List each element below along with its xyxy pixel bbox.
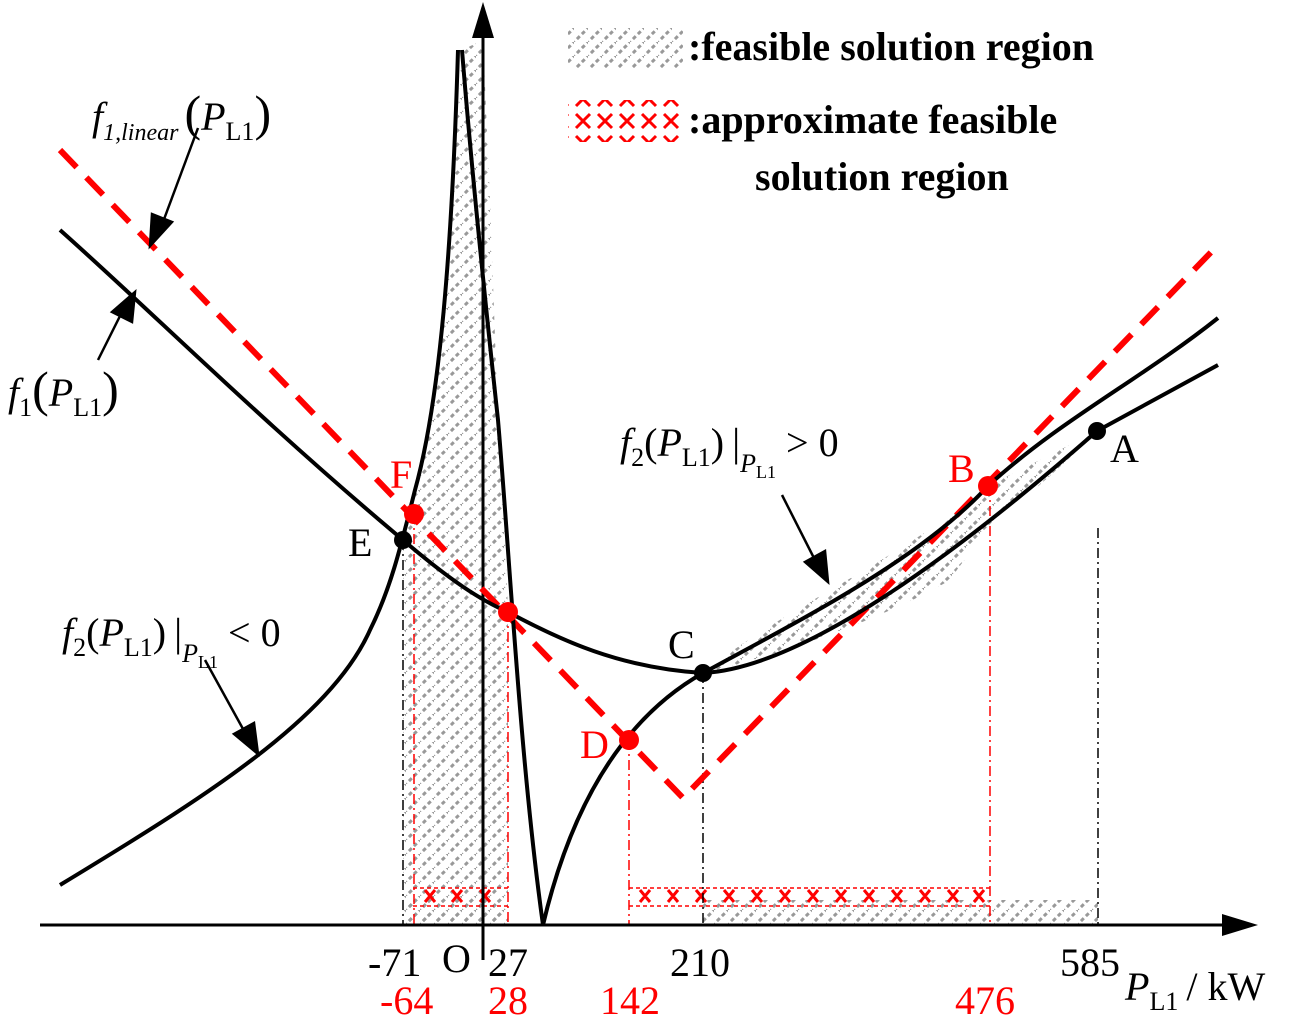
- f1-linear-curve: [57, 147, 1221, 803]
- y-axis-arrow: [472, 2, 494, 38]
- intersection-marker: [498, 602, 518, 622]
- tick-red-142: 142: [600, 978, 660, 1023]
- legend-approx-swatch: [568, 100, 683, 142]
- f1-label: f1(PL1): [8, 361, 119, 422]
- point-a-label: A: [1110, 426, 1139, 471]
- approx-region-left: [413, 887, 508, 907]
- f2-positive-branch-left: [460, 49, 545, 926]
- tick-black-585: 585: [1060, 940, 1120, 985]
- legend-approx-text-line2: solution region: [755, 154, 1009, 199]
- tick-red-28: 28: [488, 978, 528, 1023]
- point-b-label: B: [948, 446, 975, 491]
- legend-feasible-swatch: [568, 28, 683, 68]
- point-f-label: F: [390, 452, 412, 497]
- f2-negative-branch: [58, 49, 460, 887]
- tick-black-210: 210: [670, 940, 730, 985]
- pointer-arrows: [96, 127, 830, 758]
- point-e-label: E: [348, 520, 372, 565]
- point-c-label: C: [668, 622, 695, 667]
- legend-approx-text-line1: :approximate feasible: [688, 97, 1057, 142]
- f1-curve: [58, 228, 1219, 676]
- f2-negative-label: f2(PL1) |PL1< 0: [62, 610, 281, 672]
- point-a-marker: [1088, 422, 1106, 440]
- point-d-label: D: [580, 722, 609, 767]
- tick-red-neg64: -64: [380, 978, 433, 1023]
- tick-black-27: 27: [488, 940, 528, 985]
- key-points-red: [404, 476, 998, 750]
- legend-feasible-text: :feasible solution region: [688, 24, 1094, 69]
- legend: :feasible solution region :approximate f…: [568, 24, 1094, 199]
- origin-label: O: [442, 936, 471, 981]
- feasible-region-right: [703, 431, 1097, 673]
- guide-lines-black: [402, 528, 1099, 925]
- point-c-marker: [694, 664, 712, 682]
- f2-positive-label: f2(PL1) |PL1> 0: [620, 420, 839, 482]
- tick-black-neg71: -71: [368, 940, 421, 985]
- point-f-marker: [404, 504, 424, 524]
- x-axis-arrow: [1222, 914, 1258, 936]
- guide-lines-red: [413, 486, 991, 925]
- point-e-marker: [394, 531, 412, 549]
- f-linear-label: f1,linear (PL1): [92, 85, 271, 146]
- f2-positive-branch-right: [541, 316, 1220, 926]
- key-points-black: [394, 422, 1106, 682]
- x-axis-label: PL1/ kW: [1124, 964, 1265, 1016]
- approx-region-right: [629, 887, 990, 907]
- point-b-marker: [978, 476, 998, 496]
- feasible-region-axis-strip-left: [403, 900, 508, 925]
- tick-red-476: 476: [955, 978, 1015, 1023]
- point-d-marker: [619, 730, 639, 750]
- feasible-region-axis-strip: [703, 900, 1098, 925]
